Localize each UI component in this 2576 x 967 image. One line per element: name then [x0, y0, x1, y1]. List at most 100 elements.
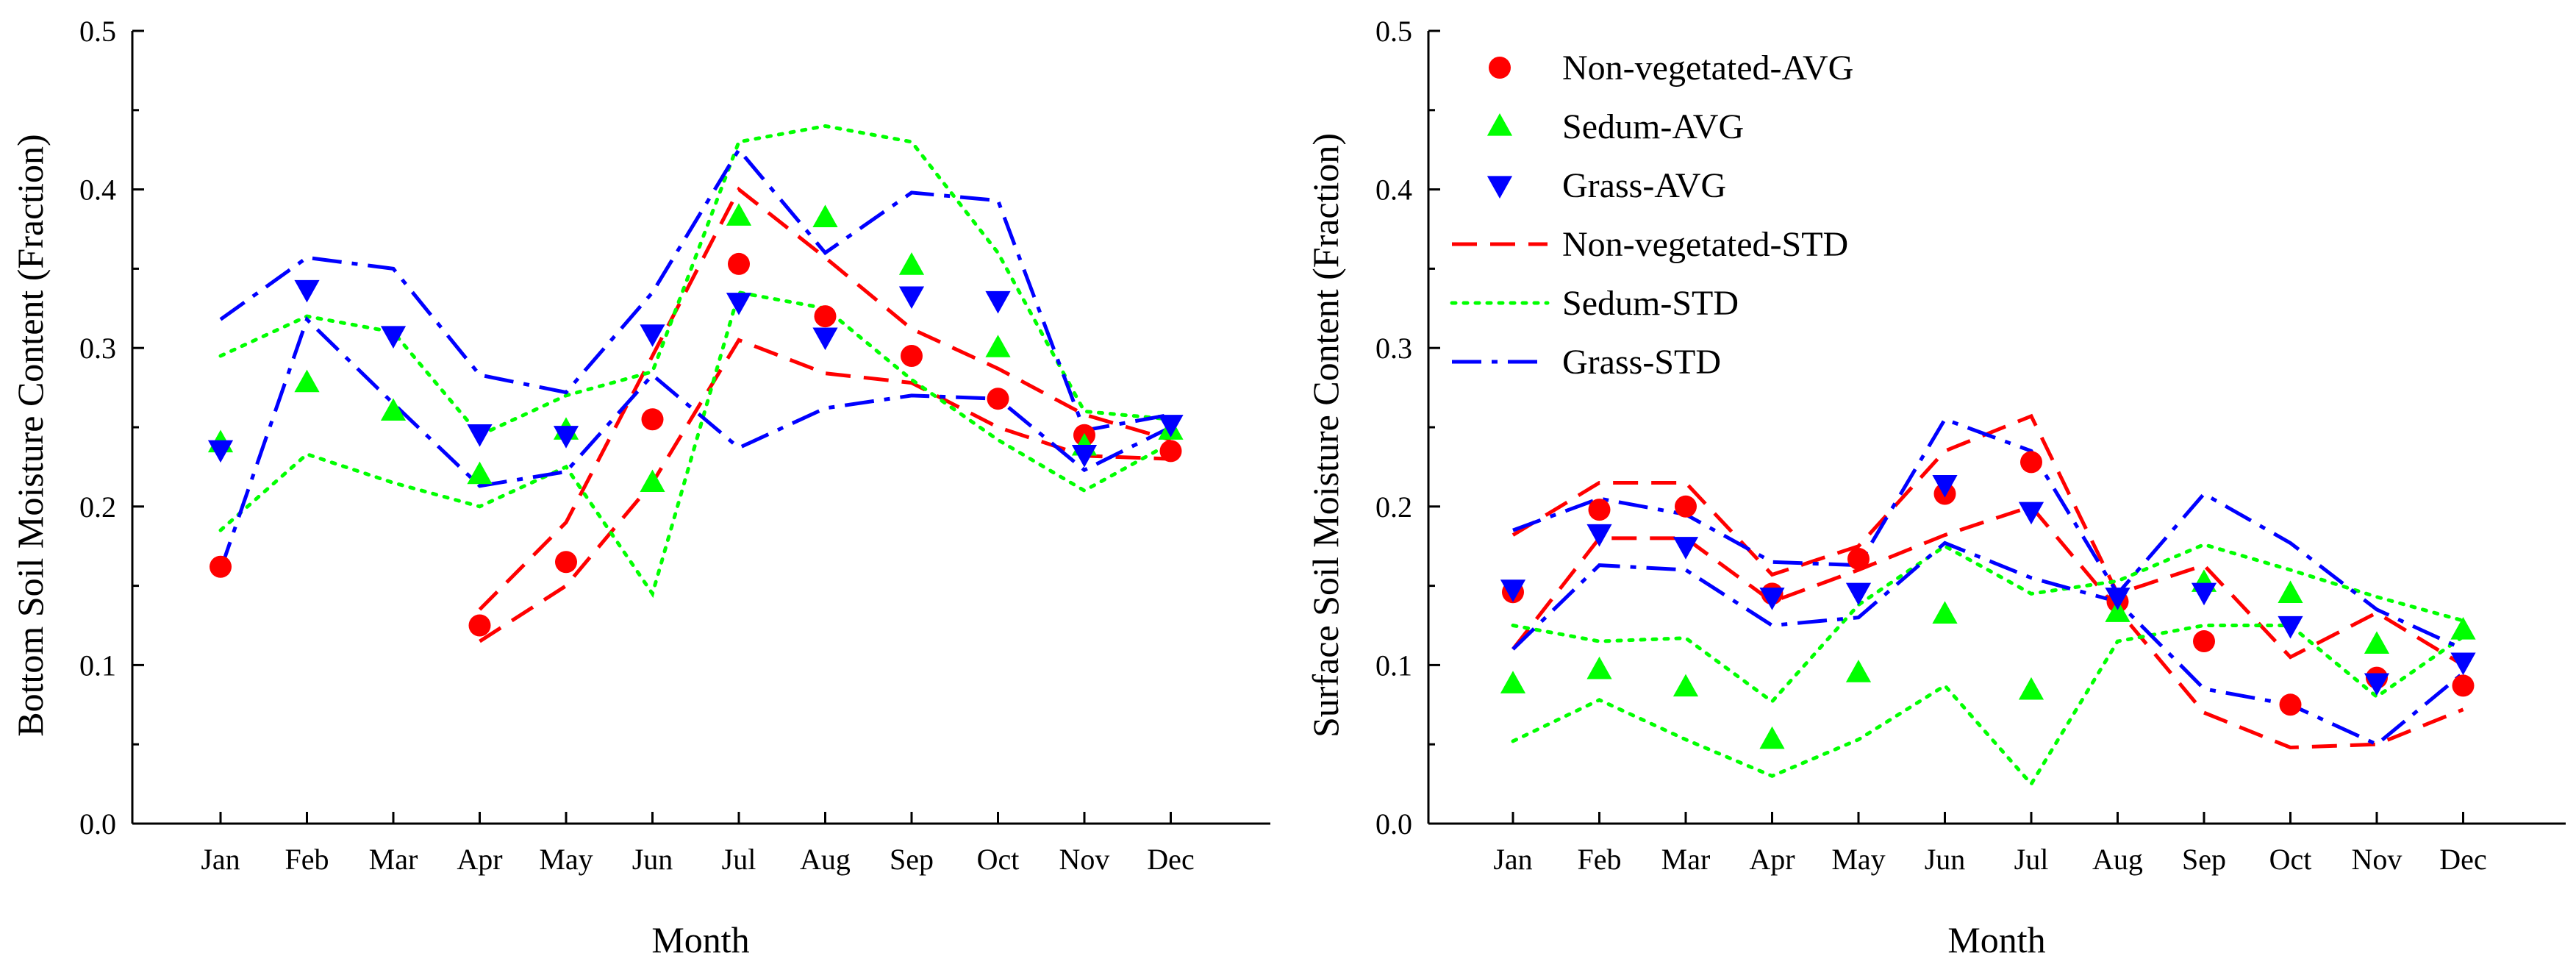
bottom-sedum-std-line: [218, 124, 1173, 438]
legend: Non-vegetated-AVG Sedum-AVG Grass-AVG Non-v…: [1450, 49, 1853, 382]
bottom-grass-avg-point: [1158, 415, 1184, 438]
bottom-grass-avg-point: [726, 293, 752, 315]
bottom-grass-avg-point: [1071, 445, 1098, 468]
bottom-grass-avg-point: [812, 327, 838, 351]
surface-x-tick-label: Mar: [1661, 843, 1711, 876]
surface-grass-std-line: [1512, 417, 2464, 652]
bottom-grass-avg-point: [640, 324, 665, 347]
surface-sedum-std-line: [1511, 542, 2465, 704]
bottom-x-tick-label: Nov: [1059, 843, 1110, 876]
surface-moisture-chart: Surface Soil Moisture Content (Fraction)…: [1305, 15, 2566, 960]
surface-x-tick-label: Oct: [2269, 843, 2312, 876]
bottom-sedum-avg-point: [985, 335, 1011, 357]
bottom-y-tick-label: 0.3: [79, 332, 116, 365]
legend-label: Sedum-AVG: [1562, 107, 1744, 146]
bottom-sedum-std-line: [218, 290, 1173, 599]
bottom-y-tick-label: 0.1: [79, 649, 116, 682]
surface-grass-std-line: [1511, 540, 2465, 747]
surface-chart-ylabel: Surface Soil Moisture Content (Fraction): [1305, 133, 1346, 738]
surface-x-tick-label: Jun: [1925, 843, 1966, 876]
surface-grass-avg-point: [1845, 582, 1872, 606]
bottom-grass-avg-point: [207, 440, 234, 463]
bottom-sedum-avg-point: [380, 398, 407, 421]
legend-label: Non-vegetated-STD: [1562, 225, 1848, 264]
bottom-y-tick-label: 0.4: [79, 174, 116, 207]
surface-x-tick-label: Jul: [2014, 843, 2049, 876]
surface-grass-avg-point: [2278, 615, 2303, 639]
bottom-x-tick-label: May: [539, 843, 593, 876]
bottom-x-tick-label: Oct: [977, 843, 1020, 876]
legend-grass-marker: [1486, 176, 1513, 199]
bottom-x-tick-label: Jul: [722, 843, 756, 876]
bottom-grass-avg-point: [985, 290, 1011, 314]
surface-grass-avg-point: [1759, 588, 1785, 610]
bottom-sedum-avg-point: [467, 461, 493, 485]
surface-x-tick-label: Dec: [2439, 843, 2486, 876]
bottom-x-tick-label: Aug: [800, 843, 851, 876]
surface-grass-avg-point: [1586, 524, 1612, 547]
bottom-x-tick-label: Feb: [285, 843, 329, 876]
bottom-sedum-avg-point: [726, 203, 752, 226]
bottom-nonveg-avg-point: [987, 388, 1009, 410]
bottom-x-tick-label: Jun: [632, 843, 673, 876]
surface-y-tick-label: 0.2: [1375, 490, 1412, 524]
surface-nonveg-std-line: [1511, 504, 2464, 750]
bottom-sedum-avg-point: [812, 204, 838, 228]
bottom-y-tick-label: 0.5: [79, 15, 116, 48]
surface-sedum-avg-point: [2105, 599, 2130, 622]
surface-y-tick-label: 0.0: [1375, 807, 1412, 841]
bottom-chart-xlabel: Month: [651, 919, 749, 960]
surface-y-tick-label: 0.3: [1375, 332, 1412, 365]
bottom-x-tick-label: Mar: [369, 843, 418, 876]
surface-sedum-avg-point: [2450, 616, 2476, 640]
bottom-grass-std-line: [219, 146, 1171, 433]
bottom-y-tick-label: 0.2: [79, 490, 116, 524]
legend-label: Non-vegetated-AVG: [1562, 49, 1853, 88]
surface-nonveg-avg-point: [1847, 547, 1870, 570]
surface-sedum-avg-point: [1586, 656, 1612, 679]
legend-sedum-marker: [1486, 113, 1513, 136]
surface-x-tick-label: Apr: [1749, 843, 1795, 876]
bottom-nonveg-avg-point: [641, 408, 664, 431]
surface-sedum-avg-point: [1845, 660, 1872, 682]
surface-grass-avg-point: [2450, 652, 2476, 676]
bottom-y-tick-label: 0.0: [79, 807, 116, 841]
surface-nonveg-avg-point: [1588, 499, 1611, 521]
surface-x-tick-label: Feb: [1578, 843, 1622, 876]
legend-nonveg-marker: [1489, 57, 1511, 79]
bottom-grass-std-line: [218, 315, 1172, 571]
legend-label: Grass-AVG: [1562, 166, 1726, 205]
surface-grass-avg-point: [2018, 502, 2044, 525]
surface-nonveg-avg-point: [1675, 495, 1697, 518]
bottom-nonveg-std-line: [478, 186, 1172, 611]
surface-grass-avg-point: [1932, 475, 1958, 498]
bottom-nonveg-avg-point: [814, 305, 837, 328]
bottom-sedum-avg-point: [898, 252, 925, 275]
bottom-grass-avg-point: [294, 279, 320, 303]
surface-y-tick-label: 0.5: [1375, 15, 1412, 48]
bottom-nonveg-avg-point: [555, 551, 577, 574]
bottom-x-tick-label: Jan: [201, 843, 240, 876]
legend-label: Grass-STD: [1562, 343, 1721, 382]
bottom-chart-ylabel: Bottom Soil Moisture Content (Fraction): [10, 134, 51, 736]
surface-sedum-avg-point: [1759, 726, 1785, 749]
surface-y-tick-label: 0.1: [1375, 649, 1412, 682]
bottom-nonveg-avg-point: [468, 614, 491, 637]
bottom-sedum-avg-point: [640, 469, 665, 493]
surface-x-tick-label: Aug: [2092, 843, 2143, 876]
bottom-grass-avg-point: [380, 326, 407, 349]
surface-sedum-avg-point: [1500, 671, 1526, 693]
bottom-x-tick-label: Apr: [457, 843, 502, 876]
surface-grass-avg-point: [2105, 588, 2130, 610]
bottom-x-tick-label: Dec: [1147, 843, 1194, 876]
surface-sedum-std-line: [1511, 624, 2465, 788]
bottom-nonveg-avg-point: [728, 252, 750, 275]
surface-sedum-avg-point: [1672, 674, 1699, 697]
legend-label: Sedum-STD: [1562, 284, 1739, 323]
surface-x-tick-label: Nov: [2352, 843, 2403, 876]
surface-grass-avg-point: [1672, 537, 1699, 560]
surface-nonveg-std-line: [1511, 413, 2464, 667]
surface-x-tick-label: Jan: [1493, 843, 1532, 876]
surface-sedum-avg-point: [1932, 601, 1958, 624]
